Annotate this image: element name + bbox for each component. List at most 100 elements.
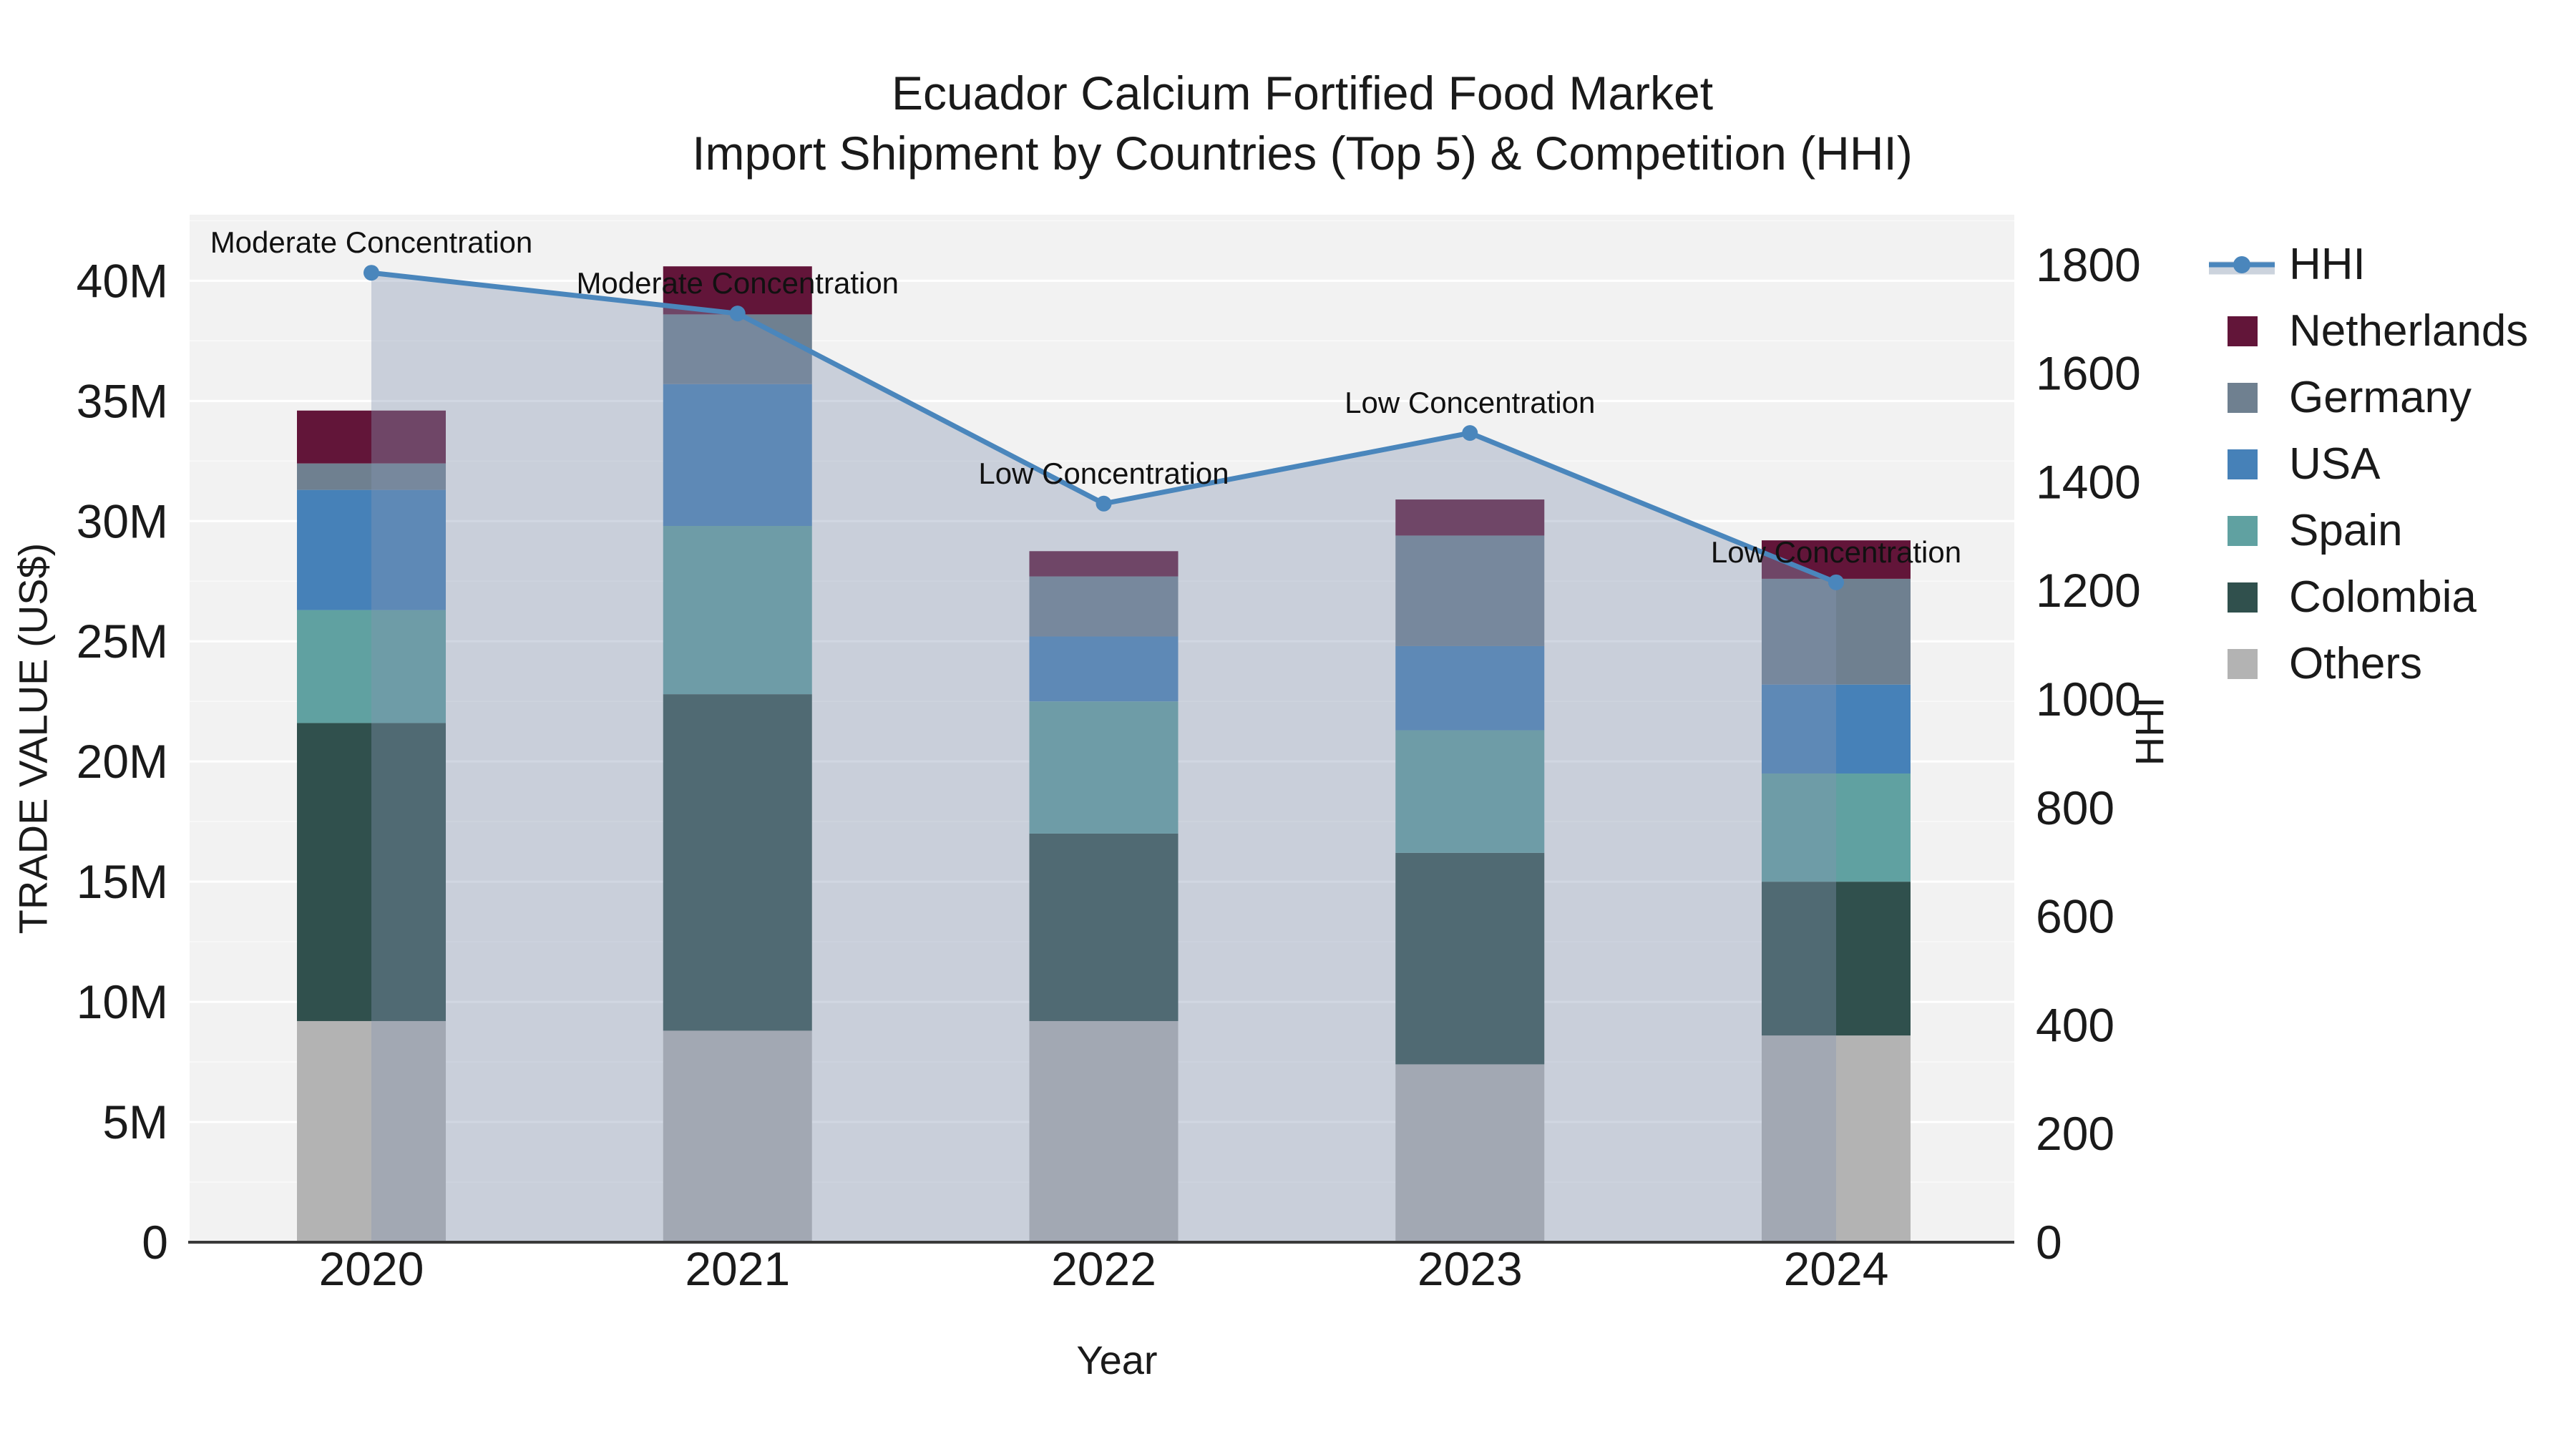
bar-segment-germany-2020	[297, 463, 446, 490]
legend-label-hhi: HHI	[2289, 240, 2366, 289]
x-tick-2024: 2024	[1784, 1242, 1889, 1295]
bar-segment-others-2020	[297, 1020, 446, 1242]
color-swatch-icon	[2228, 316, 2258, 346]
legend-item-hhi: HHI	[2209, 231, 2528, 298]
y-left-tick-40M: 40M	[77, 254, 168, 307]
legend-label-colombia: Colombia	[2289, 572, 2477, 622]
chart-title-line1: Ecuador Calcium Fortified Food Market	[891, 67, 1714, 119]
bar-segment-colombia-2020	[297, 723, 446, 1021]
legend-item-usa: USA	[2209, 431, 2528, 497]
bar-segment-others-2021	[663, 1030, 812, 1242]
chart-title: Ecuador Calcium Fortified Food Market Im…	[692, 63, 1913, 184]
chart-title-line2: Import Shipment by Countries (Top 5) & C…	[692, 127, 1913, 180]
bar-segment-netherlands-2020	[297, 410, 446, 464]
y-left-tick-35M: 35M	[77, 374, 168, 427]
bar-segment-others-2024	[1762, 1035, 1911, 1242]
x-tick-2023: 2023	[1418, 1242, 1523, 1295]
bar-segment-spain-2024	[1762, 773, 1911, 882]
legend-item-others: Others	[2209, 630, 2528, 697]
y-right-tick-800: 800	[2036, 781, 2114, 834]
hhi-area-fill	[371, 273, 1836, 1242]
bar-segment-usa-2024	[1762, 684, 1911, 774]
annotation-2021: Moderate Concentration	[576, 266, 899, 300]
y-right-tick-1000: 1000	[2036, 673, 2141, 726]
bar-segment-spain-2020	[297, 610, 446, 723]
y-left-tick-15M: 15M	[77, 855, 168, 908]
y-left-tick-10M: 10M	[77, 975, 168, 1028]
hhi-marker-2024	[1828, 574, 1844, 590]
bar-segment-colombia-2021	[663, 694, 812, 1031]
y-left-tick-5M: 5M	[102, 1096, 168, 1148]
bar-segment-netherlands-2023	[1395, 499, 1545, 536]
y-right-axis-title: HHI	[2127, 696, 2172, 766]
legend-label-usa: USA	[2289, 439, 2381, 489]
bar-segment-spain-2023	[1395, 730, 1545, 853]
y-left-tick-0: 0	[142, 1216, 168, 1269]
bar-segment-others-2022	[1029, 1020, 1179, 1242]
bar-segment-usa-2020	[297, 489, 446, 610]
color-swatch-icon	[2228, 449, 2258, 479]
color-swatch-icon	[2228, 582, 2258, 613]
y-left-tick-25M: 25M	[77, 615, 168, 668]
x-tick-2021: 2021	[685, 1242, 790, 1295]
bar-segment-colombia-2022	[1029, 833, 1179, 1021]
hhi-marker-2023	[1462, 425, 1478, 441]
y-right-tick-1400: 1400	[2036, 455, 2141, 508]
y-right-tick-1600: 1600	[2036, 347, 2141, 400]
legend-swatch-usa	[2209, 431, 2275, 497]
x-axis-title: Year	[1076, 1337, 1158, 1382]
legend-swatch-others	[2209, 630, 2275, 697]
legend-label-netherlands: Netherlands	[2289, 306, 2529, 356]
bar-segment-colombia-2024	[1762, 882, 1911, 1036]
legend-item-spain: Spain	[2209, 497, 2528, 564]
bar-segment-others-2023	[1395, 1064, 1545, 1242]
legend-label-others: Others	[2289, 639, 2423, 688]
color-swatch-icon	[2228, 382, 2258, 413]
annotation-2020: Moderate Concentration	[210, 225, 533, 259]
bar-segment-spain-2022	[1029, 701, 1179, 834]
legend: HHI Netherlands Germany USA Spain Colombia Ot…	[2209, 231, 2528, 697]
bar-segment-usa-2022	[1029, 636, 1179, 702]
annotation-2022: Low Concentration	[978, 457, 1229, 490]
y-right-tick-400: 400	[2036, 998, 2114, 1051]
legend-swatch-germany	[2209, 364, 2275, 431]
legend-swatch-netherlands	[2209, 298, 2275, 364]
bar-segment-germany-2022	[1029, 576, 1179, 637]
hhi-marker-icon	[2233, 255, 2250, 273]
legend-swatch-colombia	[2209, 564, 2275, 630]
y-left-axis-title: TRADE VALUE (US$)	[10, 542, 56, 935]
legend-label-germany: Germany	[2289, 373, 2472, 422]
bar-segment-germany-2023	[1395, 535, 1545, 646]
x-tick-2022: 2022	[1051, 1242, 1156, 1295]
y-right-tick-1200: 1200	[2036, 564, 2141, 617]
hhi-marker-2022	[1096, 495, 1112, 512]
y-right-tick-600: 600	[2036, 890, 2114, 943]
bar-segment-netherlands-2022	[1029, 551, 1179, 577]
bar-segment-usa-2023	[1395, 645, 1545, 731]
y-right-tick-0: 0	[2036, 1216, 2062, 1269]
annotation-2023: Low Concentration	[1345, 386, 1595, 419]
color-swatch-icon	[2228, 648, 2258, 679]
hhi-marker-2020	[364, 265, 379, 281]
legend-label-spain: Spain	[2289, 506, 2403, 555]
annotation-2024: Low Concentration	[1711, 535, 1961, 569]
color-swatch-icon	[2228, 515, 2258, 546]
bar-segment-colombia-2023	[1395, 852, 1545, 1065]
y-right-tick-200: 200	[2036, 1107, 2114, 1160]
bar-segment-spain-2021	[663, 525, 812, 695]
bar-segment-germany-2021	[663, 314, 812, 384]
y-right-tick-1800: 1800	[2036, 238, 2141, 291]
hhi-line-key-icon	[2209, 231, 2275, 298]
legend-item-germany: Germany	[2209, 364, 2528, 431]
bar-segment-germany-2024	[1762, 578, 1911, 685]
y-left-tick-20M: 20M	[77, 735, 168, 788]
bar-segment-usa-2021	[663, 384, 812, 526]
hhi-marker-2021	[729, 306, 746, 322]
legend-item-colombia: Colombia	[2209, 564, 2528, 630]
legend-item-netherlands: Netherlands	[2209, 298, 2528, 364]
x-tick-2020: 2020	[319, 1242, 424, 1295]
legend-swatch-spain	[2209, 497, 2275, 564]
y-left-tick-30M: 30M	[77, 494, 168, 547]
